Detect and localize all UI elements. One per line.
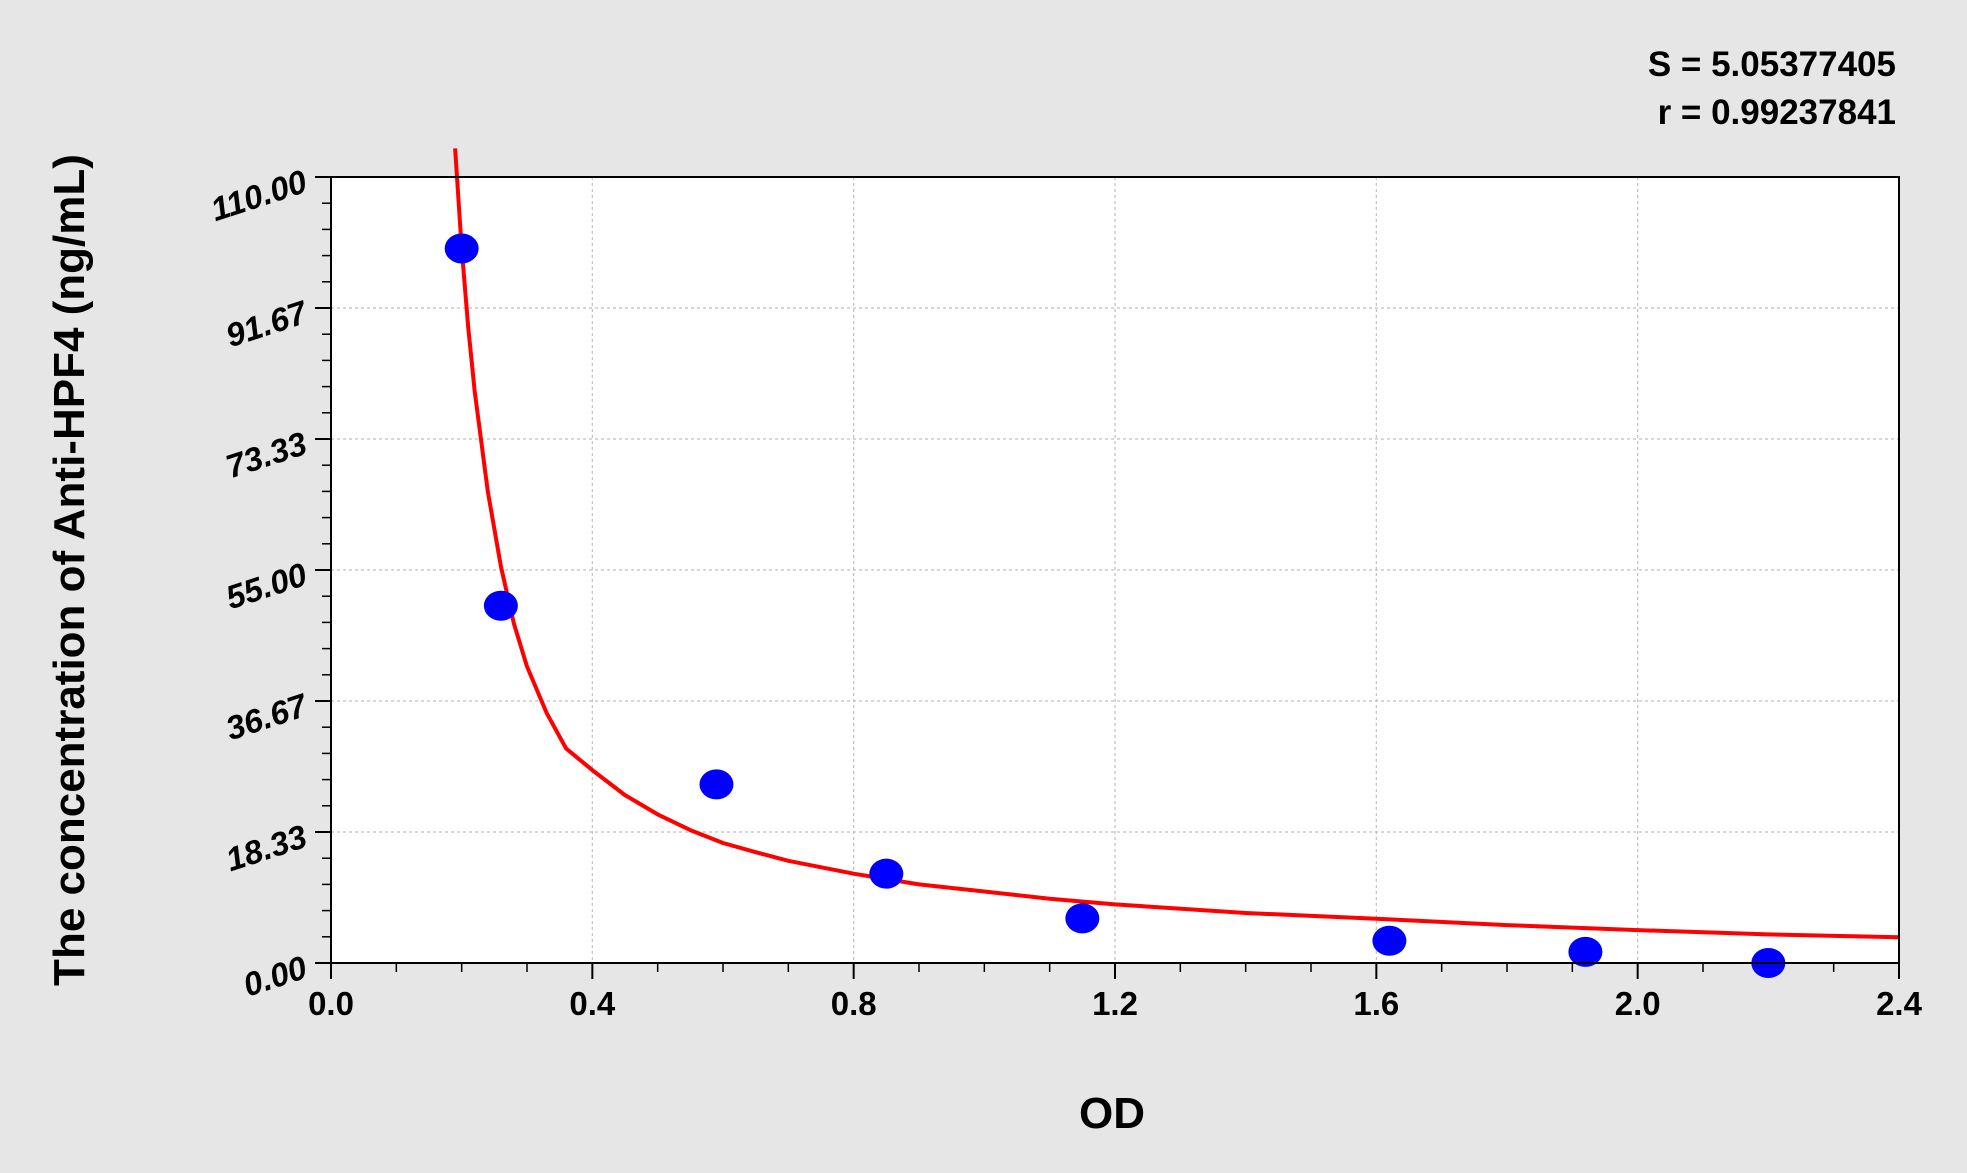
minor-ticks [322,202,1835,972]
data-point [1372,925,1407,956]
fit-curve [453,148,1900,940]
x-tick-label: 0.0 [308,985,354,1022]
data-point [699,769,734,800]
x-tick-label: 1.6 [1353,985,1399,1022]
data-point [1065,903,1100,934]
data-point [1568,936,1603,967]
x-tick-label: 2.4 [1876,985,1923,1022]
data-point [869,858,904,889]
x-axis-title: OD [1079,1089,1145,1138]
fit-curve-group [453,148,1900,940]
y-axis-title: The concentration of Anti-HPF4 (ng/mL) [45,154,94,986]
x-axis-ticks: 0.0 0.4 0.8 1.2 1.6 2.0 2.4 [308,963,1923,1022]
x-tick-label: 0.4 [569,985,616,1022]
stat-r-value: r = 0.99237841 [1658,93,1896,132]
x-tick-label: 1.2 [1092,985,1138,1022]
x-tick-label: 2.0 [1615,985,1661,1022]
x-tick-label: 0.8 [831,985,877,1022]
grid-lines [331,177,1899,963]
data-point [444,233,479,264]
data-point [483,590,518,621]
stat-s-value: S = 5.05377405 [1648,45,1896,84]
